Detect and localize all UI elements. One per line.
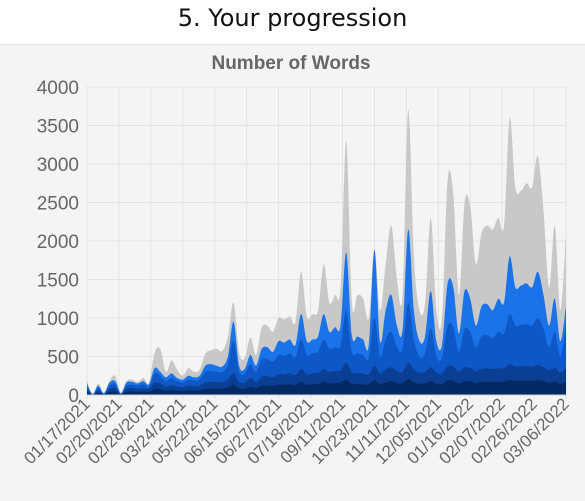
words-area-chart: Number of Words 0 500 1000 1500 2000 2500 3000… [20, 53, 573, 468]
series-layer [87, 109, 566, 396]
y-tick-label: 1000 [37, 309, 79, 330]
y-tick-label: 0 [68, 386, 79, 407]
y-tick-label: 2500 [37, 194, 79, 215]
y-tick-label: 3500 [37, 117, 79, 138]
y-axis: 0 500 1000 1500 2000 2500 3000 3500 4000 [37, 78, 79, 407]
chart-title: Number of Words [211, 53, 370, 74]
y-tick-label: 4000 [37, 78, 79, 99]
y-tick-label: 500 [47, 348, 79, 369]
y-tick-label: 2000 [37, 232, 79, 253]
y-tick-label: 1500 [37, 271, 79, 292]
page-heading: 5. Your progression [177, 4, 408, 32]
x-axis: 01/17/202102/20/202102/28/202103/24/2021… [20, 394, 573, 468]
area-series-5 [87, 378, 566, 395]
y-tick-label: 3000 [37, 155, 79, 176]
chart-frame: Number of Words 0 500 1000 1500 2000 2500 3000… [0, 44, 585, 501]
